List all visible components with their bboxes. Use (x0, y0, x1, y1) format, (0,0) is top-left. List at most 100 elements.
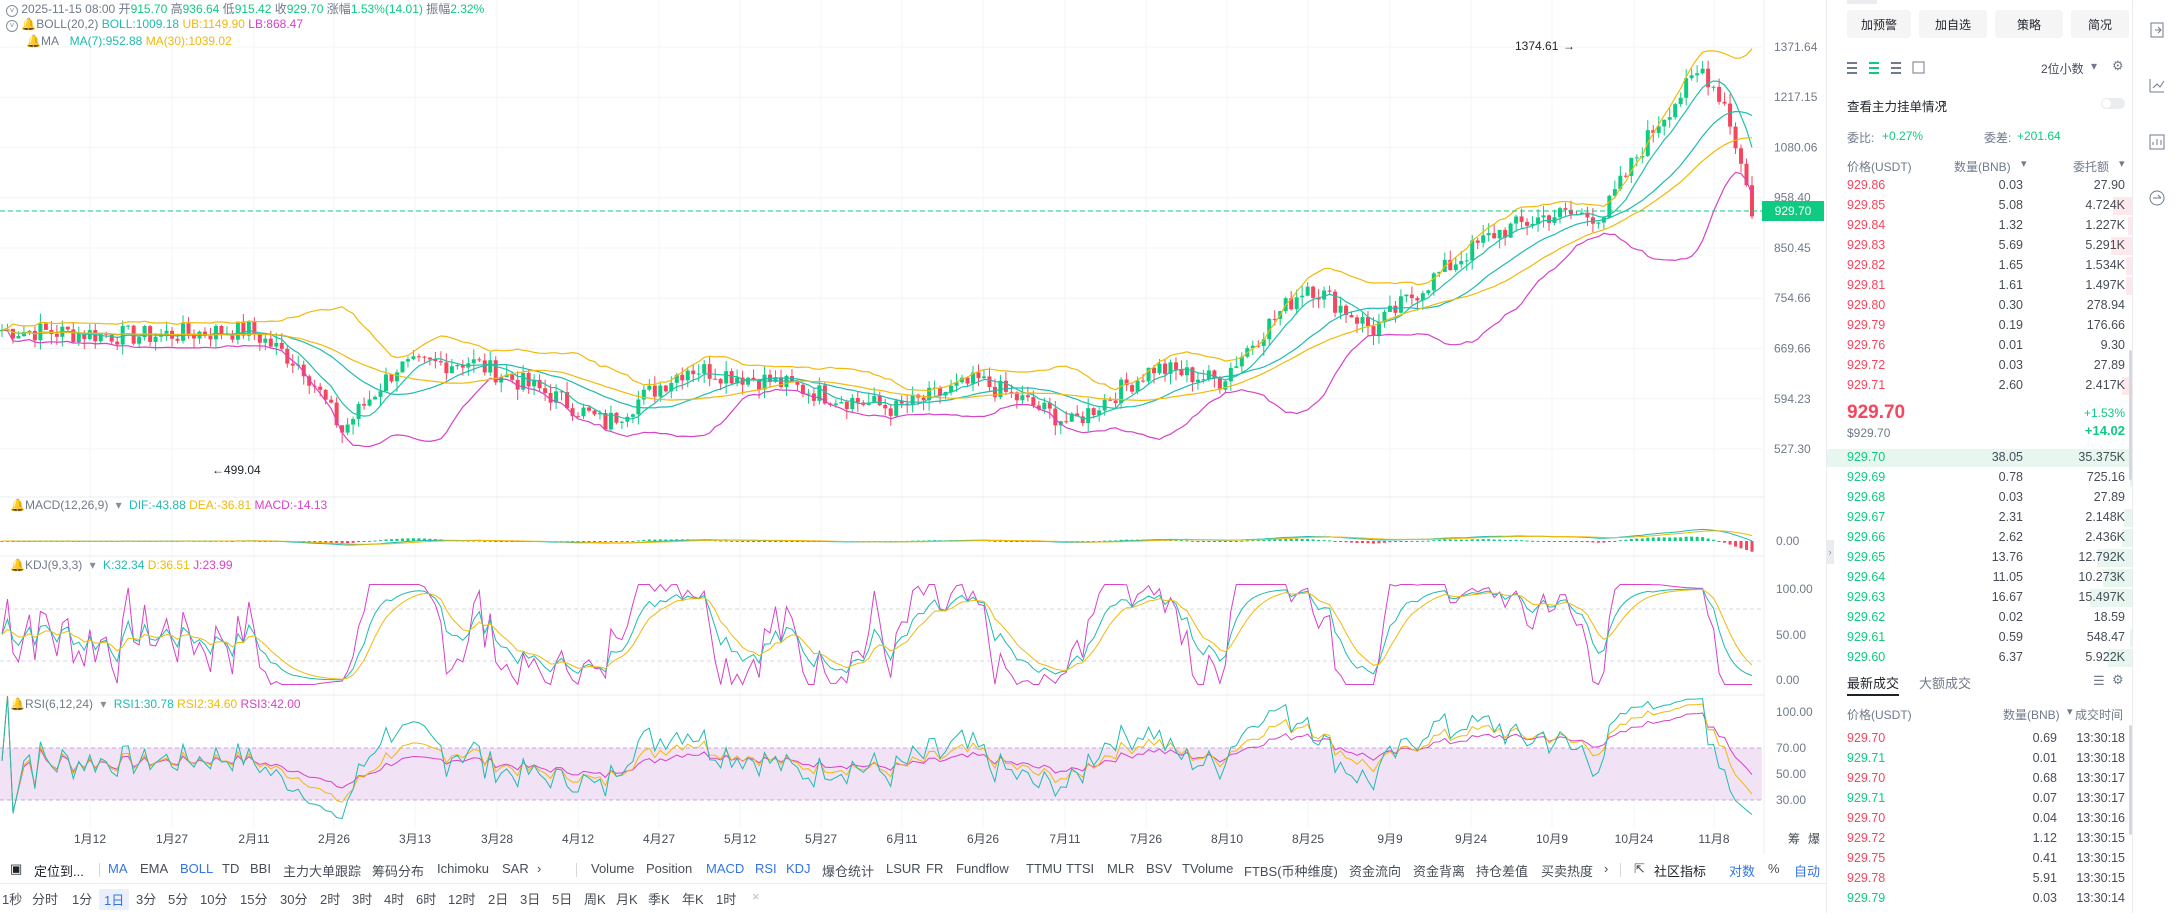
bid-row[interactable]: 929.66 2.62 2.436K (1827, 528, 2133, 548)
rail-share-icon[interactable] (2147, 20, 2167, 40)
alarm-icon[interactable]: 🔔 (26, 34, 41, 48)
gear-icon[interactable]: ⚙ (2112, 672, 2124, 687)
ask-row[interactable]: 929.84 1.32 1.227K (1827, 216, 2133, 236)
interval-option[interactable]: 1分 (72, 892, 93, 907)
ask-row[interactable]: 929.79 0.19 176.66 (1827, 316, 2133, 336)
liquidation-toggle[interactable]: 爆 (1808, 832, 1820, 846)
orderbook-asks-icon[interactable] (1891, 62, 1901, 74)
interval-option[interactable]: 6时 (416, 892, 437, 907)
orderbook-view-toggles[interactable] (1845, 60, 1935, 76)
community-icon[interactable]: ⇱ (1634, 861, 1645, 876)
interval-option[interactable]: 5日 (552, 892, 573, 907)
chip-toggle[interactable]: 筹 (1788, 832, 1800, 846)
filter-icon[interactable]: ☰ (2093, 673, 2105, 688)
bid-row[interactable]: 929.63 16.67 15.497K (1827, 588, 2133, 608)
trades-col-qty[interactable]: 数量(BNB) (2003, 708, 2060, 722)
main-indicator-item[interactable]: 主力大单跟踪 (283, 864, 362, 879)
sub-indicator-item[interactable]: 资金流向 (1349, 864, 1402, 879)
chevron-right-icon[interactable]: › (1604, 861, 1609, 876)
rail-chart-icon[interactable] (2147, 75, 2167, 95)
bid-row[interactable]: 929.60 6.37 5.922K (1827, 648, 2133, 668)
interval-option[interactable]: 2日 (488, 892, 509, 907)
ask-row[interactable]: 929.76 0.01 9.30 (1827, 336, 2133, 356)
sub-indicator-item[interactable]: 资金背离 (1413, 864, 1466, 879)
main-indicator-item[interactable]: MA (108, 861, 128, 876)
collapse-icon[interactable]: ˅ (6, 20, 18, 32)
bid-row[interactable]: 929.62 0.02 18.59 (1827, 608, 2133, 628)
bid-row[interactable]: 929.64 11.05 10.273K (1827, 568, 2133, 588)
overview-button[interactable]: 简况 (2071, 10, 2129, 38)
bid-row[interactable]: 929.67 2.31 2.148K (1827, 508, 2133, 528)
chevron-down-icon[interactable]: ▾ (2091, 59, 2098, 73)
interval-option[interactable]: 分时 (32, 892, 59, 907)
bid-row[interactable]: 929.69 0.78 725.16 (1827, 468, 2133, 488)
main-force-toggle[interactable] (2101, 98, 2125, 109)
chevron-down-icon[interactable]: ▾ (2119, 158, 2125, 170)
sub-indicator-item[interactable]: MLR (1107, 861, 1135, 876)
sub-indicator-item[interactable]: TTMU (1026, 861, 1063, 876)
ask-row[interactable]: 929.82 1.65 1.534K (1827, 256, 2133, 276)
layout-icon[interactable] (1912, 61, 1925, 74)
chevron-right-icon[interactable]: › (537, 861, 542, 876)
chevron-down-icon[interactable]: ▾ (2021, 158, 2027, 170)
sub-indicator-item[interactable]: LSUR (886, 861, 921, 876)
orderbook-both-icon[interactable] (1847, 62, 1857, 74)
interval-option[interactable]: 1日 (99, 889, 130, 910)
chevron-right-icon[interactable]: › (1941, 95, 1946, 110)
main-force-link[interactable]: 查看主力挂单情况 (1847, 100, 1948, 114)
main-indicator-item[interactable]: BOLL (180, 861, 214, 876)
sub-indicator-item[interactable]: 持仓差值 (1476, 864, 1529, 879)
main-indicator-item[interactable]: EMA (140, 861, 169, 876)
main-indicator-item[interactable]: SAR (502, 861, 529, 876)
rail-depth-icon[interactable] (2147, 132, 2167, 152)
sub-indicator-item[interactable]: MACD (706, 861, 745, 876)
ask-row[interactable]: 929.71 2.60 2.417K (1827, 376, 2133, 396)
interval-option[interactable]: 1秒 (2, 892, 23, 907)
alarm-icon[interactable]: 🔔 (10, 697, 25, 711)
chevron-down-icon[interactable]: ▾ (2067, 706, 2073, 718)
alarm-icon[interactable]: 🔔 (21, 17, 37, 31)
sub-indicator-item[interactable]: BSV (1146, 861, 1173, 876)
interval-option[interactable]: 4时 (384, 892, 405, 907)
alarm-icon[interactable]: 🔔 (10, 558, 25, 572)
chevron-down-icon[interactable]: ▾ (115, 498, 122, 512)
orderbook-bids-icon[interactable] (1869, 62, 1879, 74)
chevron-down-icon[interactable]: ▾ (89, 558, 96, 572)
bid-row[interactable]: 929.65 13.76 12.792K (1827, 548, 2133, 568)
calendar-icon[interactable]: ▣ (10, 861, 23, 876)
interval-option[interactable]: 3分 (136, 892, 157, 907)
sub-indicator-item[interactable]: FR (926, 861, 944, 876)
tab-latest-trades[interactable]: 最新成交 (1847, 676, 1900, 691)
sub-indicator-item[interactable]: 买卖热度 (1541, 864, 1594, 879)
interval-option[interactable]: 1时 (716, 892, 737, 907)
interval-option[interactable]: 15分 (240, 892, 268, 907)
orderbook-scrollbar[interactable] (2129, 350, 2132, 480)
sub-indicator-item[interactable]: Volume (591, 861, 635, 876)
interval-option[interactable]: 季K (648, 892, 670, 907)
ask-row[interactable]: 929.80 0.30 278.94 (1827, 296, 2133, 316)
alarm-icon[interactable]: 🔔 (10, 498, 25, 512)
collapse-panel-handle[interactable]: › (1826, 540, 1834, 564)
interval-option[interactable]: 周K (584, 892, 606, 907)
interval-option[interactable]: 30分 (280, 892, 308, 907)
ask-row[interactable]: 929.85 5.08 4.724K (1827, 196, 2133, 216)
sub-indicator-item[interactable]: FTBS(币种维度) (1244, 864, 1338, 879)
sub-indicator-item[interactable]: Position (646, 861, 693, 876)
main-indicator-item[interactable]: BBI (250, 861, 271, 876)
ask-row[interactable]: 929.81 1.61 1.497K (1827, 276, 2133, 296)
community-indicator-button[interactable]: 社区指标 (1654, 864, 1707, 879)
trades-scrollbar[interactable] (2129, 725, 2132, 835)
rsi-legend[interactable]: 🔔RSI(6,12,24) ▾ RSI1:30.78 RSI2:34.60 RS… (10, 697, 301, 711)
bid-row[interactable]: 929.68 0.03 27.89 (1827, 488, 2133, 508)
sub-indicator-item[interactable]: TTSI (1066, 861, 1095, 876)
bid-row[interactable]: 929.61 0.59 548.47 (1827, 628, 2133, 648)
ask-row[interactable]: 929.83 5.69 5.291K (1827, 236, 2133, 256)
interval-option[interactable]: 3时 (352, 892, 373, 907)
gear-icon[interactable]: ⚙ (2112, 58, 2124, 73)
kdj-legend[interactable]: 🔔KDJ(9,3,3) ▾ K:32.34 D:36.51 J:23.99 (10, 558, 233, 572)
main-indicator-item[interactable]: 筹码分布 (372, 864, 425, 879)
sub-indicator-item[interactable]: 爆仓统计 (822, 864, 875, 879)
rail-trade-icon[interactable] (2147, 188, 2167, 208)
col-total-header[interactable]: 委托额 (2073, 160, 2110, 174)
ma-legend[interactable]: 🔔MA MA(7):952.88 MA(30):1039.02 (26, 34, 232, 48)
